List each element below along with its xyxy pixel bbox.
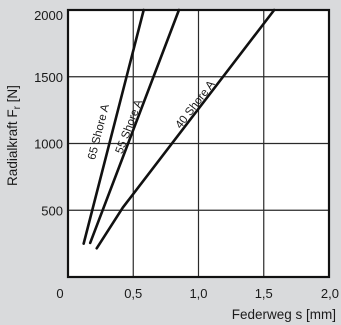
series-line-0 [82,8,145,245]
y-tick-labels: 500 1000 1500 2000 [34,8,63,218]
series-line-2 [95,8,276,250]
y-tick-label: 1500 [34,70,63,85]
x-tick-label: 0,5 [124,286,142,301]
x-tick-label: 2,0 [321,286,339,301]
y-axis-label: Radialkraft Fr [N] [5,85,23,186]
x-tick-label: 1,0 [189,286,207,301]
y-axis-label-unit: [N] [5,85,20,106]
series-line-1 [88,8,181,245]
y-tick-label: 2000 [34,8,63,23]
x-axis-label: Federweg s [mm] [232,307,336,322]
x-tick-label: 0 [56,286,63,301]
x-tick-label: 1,5 [255,286,273,301]
x-tick-labels: 0 0,5 1,0 1,5 2,0 [56,286,339,301]
y-tick-label: 1000 [34,137,63,152]
y-axis-label-sub: r [12,105,23,109]
plot-frame [66,8,331,279]
y-axis-label-main: Radialkraft F [5,109,20,186]
series-lines [82,8,276,250]
y-tick-label: 500 [41,203,63,218]
